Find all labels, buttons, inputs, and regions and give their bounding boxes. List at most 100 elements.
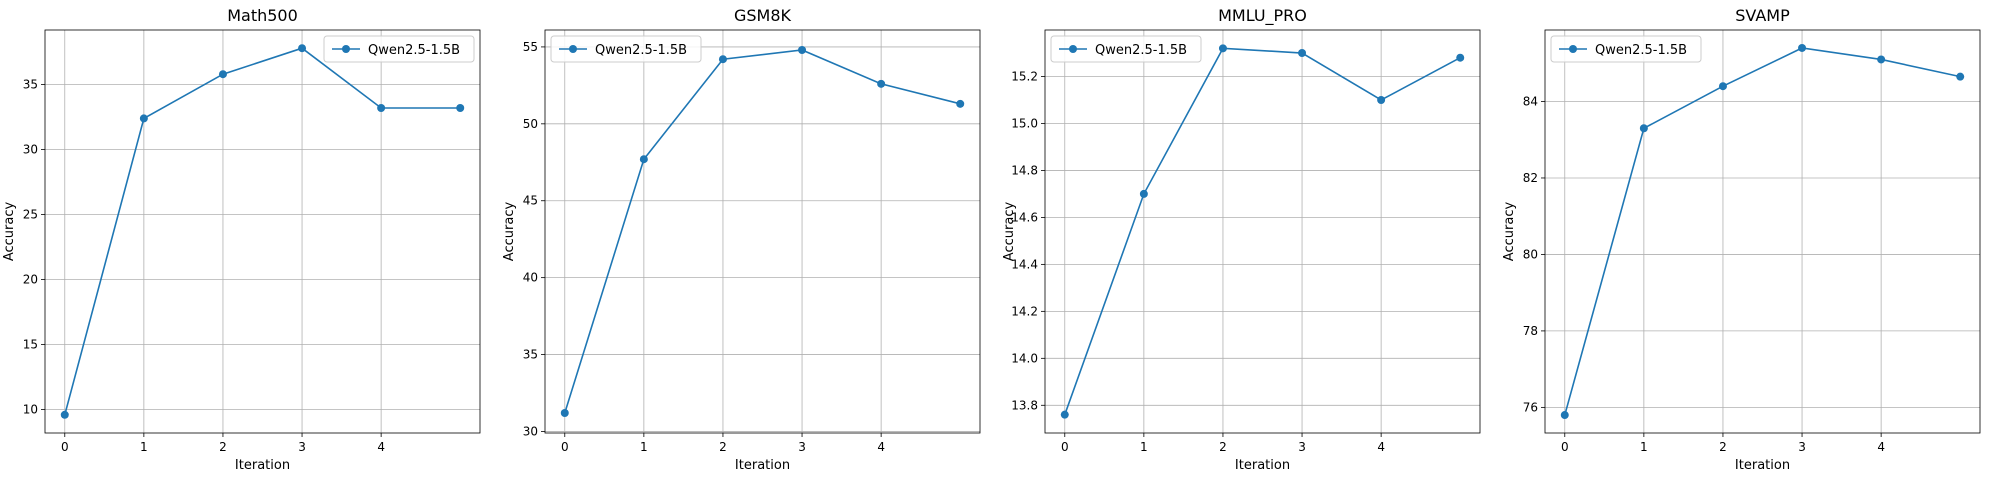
y-tick-label: 14.4 bbox=[1011, 257, 1038, 271]
y-tick-label: 82 bbox=[1523, 171, 1538, 185]
axes-frame bbox=[44, 29, 481, 434]
chart-title: SVAMP bbox=[1735, 6, 1790, 25]
y-tick-label: 25 bbox=[23, 208, 38, 222]
y-tick-label: 10 bbox=[23, 403, 38, 417]
x-tick-label: 0 bbox=[61, 440, 69, 454]
x-tick-label: 3 bbox=[298, 440, 306, 454]
y-tick-label: 45 bbox=[523, 194, 538, 208]
y-axis-label: Accuracy bbox=[2, 202, 17, 262]
axes-frame bbox=[1544, 29, 1981, 434]
y-tick-label: 14.8 bbox=[1011, 163, 1038, 177]
chart-title: GSM8K bbox=[734, 6, 792, 25]
x-tick-label: 1 bbox=[1640, 440, 1648, 454]
y-tick-label: 50 bbox=[523, 117, 538, 131]
data-point bbox=[956, 99, 965, 108]
legend-box bbox=[323, 35, 475, 63]
data-point bbox=[1060, 410, 1069, 419]
y-tick-label: 14.6 bbox=[1011, 210, 1038, 224]
y-axis-label: Accuracy bbox=[1502, 202, 1517, 262]
y-tick-label: 80 bbox=[1523, 247, 1538, 261]
y-tick-label: 20 bbox=[23, 273, 38, 287]
chart-title: Math500 bbox=[227, 6, 298, 25]
legend-label: Qwen2.5-1.5B bbox=[595, 43, 687, 58]
y-tick-label: 14.0 bbox=[1011, 351, 1038, 365]
legend: Qwen2.5-1.5B bbox=[323, 35, 475, 63]
x-tick-label: 4 bbox=[877, 440, 885, 454]
x-tick-label: 2 bbox=[219, 440, 227, 454]
y-tick-label: 55 bbox=[523, 40, 538, 54]
x-tick-label: 4 bbox=[1877, 440, 1885, 454]
y-tick-label: 84 bbox=[1523, 95, 1538, 109]
legend: Qwen2.5-1.5B bbox=[1050, 35, 1202, 63]
y-tick-label: 78 bbox=[1523, 324, 1538, 338]
data-point bbox=[1298, 49, 1307, 58]
y-tick-label: 14.2 bbox=[1011, 304, 1038, 318]
chart-title: MMLU_PRO bbox=[1218, 6, 1307, 26]
chart-panel-0: 0 1 2 3 4 10 15 20 25 30 35 Math500 Iteration Accurac… bbox=[2, 6, 481, 473]
legend: Qwen2.5-1.5B bbox=[550, 35, 702, 63]
y-tick-label: 30 bbox=[23, 143, 38, 157]
series-line bbox=[1564, 47, 1961, 416]
data-point bbox=[1560, 411, 1569, 420]
chart-panel-1: 0 1 2 3 4 30 35 40 45 50 55 GSM8K Iteration Accuracy Q… bbox=[502, 6, 981, 473]
data-point bbox=[377, 104, 386, 112]
x-tick-label: 1 bbox=[1140, 440, 1148, 454]
data-point bbox=[456, 104, 465, 112]
legend-marker bbox=[569, 45, 577, 53]
data-point bbox=[1139, 189, 1148, 198]
chart-panel-2: 0 1 2 3 4 13.8 14.0 14.2 14.4 14.6 14.8 15.0 15.2 MML… bbox=[1002, 6, 1481, 473]
data-point bbox=[1218, 44, 1227, 53]
y-tick-label: 30 bbox=[523, 424, 538, 438]
data-point bbox=[560, 409, 569, 418]
x-tick-label: 1 bbox=[640, 440, 648, 454]
x-tick-label: 4 bbox=[377, 440, 385, 454]
data-point bbox=[1456, 53, 1465, 62]
axes-frame bbox=[544, 29, 981, 434]
y-tick-label: 15.0 bbox=[1011, 116, 1038, 130]
x-tick-label: 2 bbox=[1219, 440, 1227, 454]
y-axis-label: Accuracy bbox=[502, 202, 517, 262]
x-axis-label: Iteration bbox=[1735, 458, 1790, 473]
y-axis-label: Accuracy bbox=[1002, 202, 1017, 262]
data-point bbox=[1798, 43, 1807, 52]
x-tick-label: 3 bbox=[1298, 440, 1306, 454]
y-tick-label: 35 bbox=[523, 348, 538, 362]
legend-marker bbox=[342, 45, 350, 53]
data-point bbox=[1377, 95, 1386, 104]
data-point bbox=[1956, 72, 1965, 81]
data-point bbox=[218, 70, 227, 79]
legend-box bbox=[1550, 35, 1702, 63]
legend-marker bbox=[1069, 45, 1077, 53]
x-tick-label: 0 bbox=[1061, 440, 1069, 454]
x-tick-label: 3 bbox=[798, 440, 806, 454]
legend-label: Qwen2.5-1.5B bbox=[368, 43, 460, 58]
legend-label: Qwen2.5-1.5B bbox=[1095, 43, 1187, 58]
data-point bbox=[60, 410, 69, 419]
y-tick-label: 13.8 bbox=[1011, 398, 1038, 412]
legend-box bbox=[1050, 35, 1202, 63]
y-tick-label: 76 bbox=[1523, 400, 1538, 414]
x-tick-label: 2 bbox=[719, 440, 727, 454]
legend: Qwen2.5-1.5B bbox=[1550, 35, 1702, 63]
x-tick-label: 0 bbox=[1561, 440, 1569, 454]
data-point bbox=[1877, 55, 1886, 64]
axes-frame bbox=[1044, 29, 1481, 434]
y-tick-label: 40 bbox=[523, 271, 538, 285]
series-line bbox=[1064, 47, 1461, 415]
x-tick-label: 1 bbox=[140, 440, 148, 454]
x-axis-label: Iteration bbox=[235, 458, 290, 473]
data-point bbox=[718, 55, 727, 64]
x-tick-label: 4 bbox=[1377, 440, 1385, 454]
x-axis-label: Iteration bbox=[735, 458, 790, 473]
data-point bbox=[1718, 82, 1727, 91]
y-tick-label: 15.2 bbox=[1011, 70, 1038, 84]
legend-label: Qwen2.5-1.5B bbox=[1595, 43, 1687, 58]
legend-marker bbox=[1569, 45, 1577, 53]
series-line bbox=[564, 49, 961, 414]
x-tick-label: 2 bbox=[1719, 440, 1727, 454]
x-tick-label: 0 bbox=[561, 440, 569, 454]
data-point bbox=[139, 114, 148, 123]
y-tick-label: 35 bbox=[23, 78, 38, 92]
x-axis-label: Iteration bbox=[1235, 458, 1290, 473]
